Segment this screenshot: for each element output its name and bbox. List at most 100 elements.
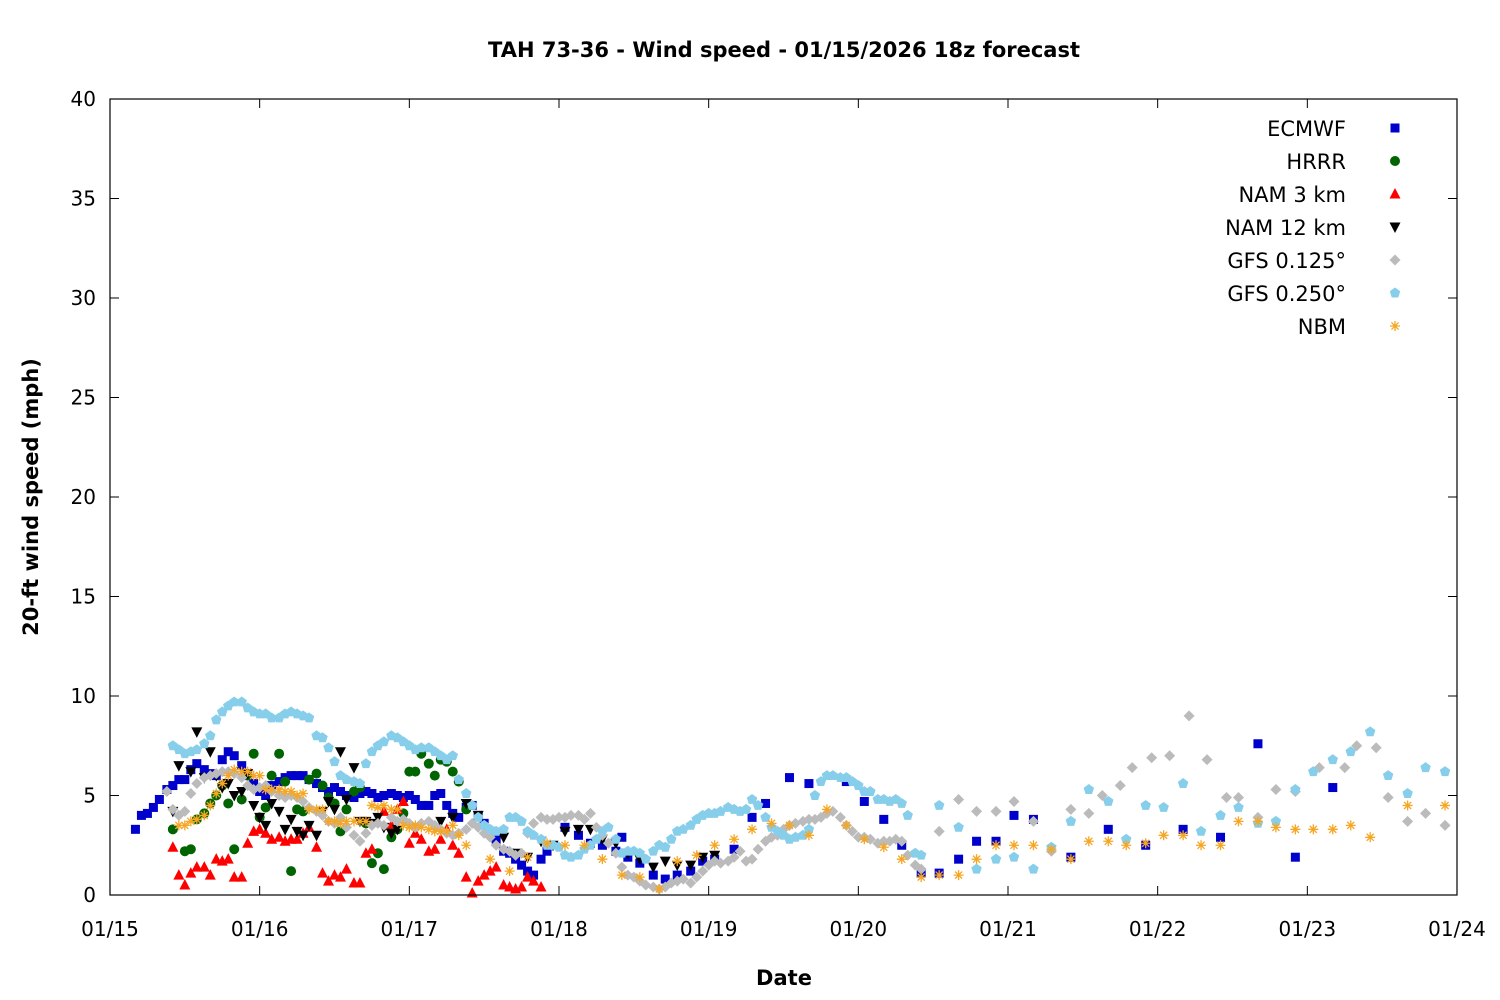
data-point xyxy=(254,770,265,781)
data-point xyxy=(841,820,852,831)
data-point xyxy=(274,784,285,795)
data-point xyxy=(709,840,720,851)
data-point xyxy=(971,805,983,817)
data-point xyxy=(1382,791,1394,803)
data-points xyxy=(130,696,1451,898)
data-point xyxy=(1178,830,1189,841)
data-point xyxy=(1420,762,1431,773)
x-tick-label: 01/17 xyxy=(381,917,439,941)
x-tick-label: 01/15 xyxy=(81,917,139,941)
data-point xyxy=(597,854,608,865)
data-point xyxy=(1178,824,1188,834)
data-point xyxy=(729,844,739,854)
legend-label: NAM 12 km xyxy=(1225,216,1346,240)
legend-label: ECMWF xyxy=(1267,117,1346,141)
y-tick-label: 15 xyxy=(71,585,96,609)
data-point xyxy=(953,793,965,805)
legend-marker xyxy=(1389,222,1401,233)
data-point xyxy=(990,853,1002,864)
data-point xyxy=(852,831,864,843)
data-point xyxy=(752,843,764,855)
data-point xyxy=(1121,833,1132,844)
data-point xyxy=(528,829,539,840)
data-point xyxy=(403,837,415,848)
data-point xyxy=(348,829,360,841)
data-point xyxy=(260,784,271,795)
data-point xyxy=(191,744,203,755)
data-point xyxy=(447,839,459,850)
data-point xyxy=(677,873,689,885)
data-point xyxy=(971,854,982,865)
data-point xyxy=(535,833,547,844)
data-point xyxy=(260,820,272,832)
data-point xyxy=(1164,750,1176,762)
data-point xyxy=(222,853,234,864)
data-point xyxy=(460,871,472,882)
data-point xyxy=(784,773,794,783)
data-point xyxy=(990,805,1002,817)
data-point xyxy=(191,727,203,738)
data-point xyxy=(834,811,846,823)
data-point xyxy=(229,764,240,775)
data-point xyxy=(1252,816,1263,827)
data-point xyxy=(672,870,682,880)
data-point xyxy=(354,778,366,789)
data-point xyxy=(416,800,426,810)
data-point xyxy=(441,826,452,837)
data-point xyxy=(1065,815,1077,826)
data-point xyxy=(303,820,315,832)
data-point xyxy=(385,828,397,840)
data-point xyxy=(1233,801,1244,812)
data-point xyxy=(453,774,464,785)
data-point xyxy=(273,831,285,842)
data-point xyxy=(740,803,752,814)
data-point xyxy=(211,714,222,725)
series-gfs-0-125- xyxy=(161,710,1451,895)
data-point xyxy=(354,816,365,827)
y-tick-label: 10 xyxy=(71,684,96,708)
data-point xyxy=(167,841,179,852)
data-point xyxy=(210,853,222,864)
data-point xyxy=(934,870,945,881)
data-point xyxy=(491,834,501,844)
data-point xyxy=(610,833,622,844)
data-point xyxy=(236,794,247,805)
data-point xyxy=(616,870,627,881)
data-point xyxy=(953,870,964,881)
data-point xyxy=(542,846,552,856)
data-point xyxy=(760,811,771,822)
data-point xyxy=(429,826,440,837)
chart-title: TAH 73-36 - Wind speed - 01/15/2026 18z … xyxy=(488,38,1080,62)
data-point xyxy=(185,867,197,878)
data-point xyxy=(304,774,315,785)
data-point xyxy=(746,793,758,804)
data-point xyxy=(747,824,758,835)
data-point xyxy=(266,770,277,781)
data-point xyxy=(453,847,465,858)
data-point xyxy=(298,788,309,799)
series-nbm xyxy=(173,764,1451,895)
data-point xyxy=(691,871,703,883)
x-tick-label: 01/23 xyxy=(1279,917,1337,941)
data-point xyxy=(659,856,671,868)
series-gfs-0-250- xyxy=(167,696,1451,874)
data-point xyxy=(1065,854,1076,865)
data-point xyxy=(640,853,652,864)
data-point xyxy=(1382,770,1394,781)
data-point xyxy=(341,774,352,785)
data-point xyxy=(821,804,832,815)
data-point xyxy=(311,841,323,852)
data-point xyxy=(168,781,178,791)
data-point xyxy=(572,824,584,836)
data-point xyxy=(192,759,202,769)
data-point xyxy=(766,818,777,829)
data-point xyxy=(715,805,726,816)
data-point xyxy=(1370,742,1382,754)
data-point xyxy=(286,866,297,877)
data-point xyxy=(460,823,472,835)
data-point xyxy=(185,767,197,778)
data-point xyxy=(933,825,945,837)
data-point xyxy=(902,809,913,820)
data-point xyxy=(804,779,814,789)
data-point xyxy=(429,770,440,781)
